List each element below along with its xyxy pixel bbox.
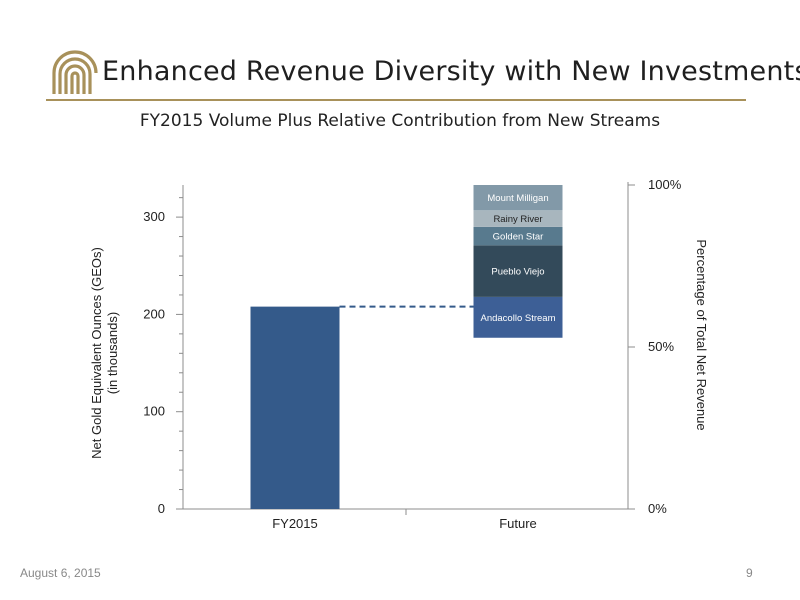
segment-label: Mount Milligan — [487, 193, 548, 204]
segment-label: Rainy River — [493, 214, 542, 225]
y-tick-label: 300 — [143, 209, 165, 224]
segment-label: Golden Star — [493, 232, 544, 243]
y2-tick-label: 0% — [648, 501, 667, 516]
y2-axis-label: Percentage of Total Net Revenue — [694, 239, 709, 430]
company-logo-icon — [52, 50, 98, 94]
title-divider — [46, 99, 746, 101]
y2-tick-label: 100% — [648, 177, 682, 192]
page-number: 9 — [746, 566, 753, 580]
bar-segment-mount-milligan — [473, 185, 563, 211]
segment-label: Andacollo Stream — [481, 313, 556, 324]
bar-segment-rainy-river — [473, 210, 563, 227]
bar-segment-andacollo-stream — [473, 296, 563, 338]
bar-fy2015 — [250, 306, 340, 509]
x-tick-label: Future — [499, 516, 537, 531]
bar-segment-golden-star — [473, 226, 563, 246]
chart-subtitle: FY2015 Volume Plus Relative Contribution… — [139, 111, 661, 131]
y-axis-label-line: Net Gold Equivalent Ounces (GEOs) — [89, 247, 104, 459]
y-axis-label-line: (in thousands) — [105, 312, 120, 394]
y-tick-label: 0 — [158, 501, 165, 516]
slide-title: Enhanced Revenue Diversity with New Inve… — [102, 56, 800, 87]
y-tick-label: 100 — [143, 404, 165, 419]
x-tick-label: FY2015 — [272, 516, 318, 531]
y2-tick-label: 50% — [648, 339, 674, 354]
footer-date: August 6, 2015 — [20, 566, 101, 580]
y-tick-label: 200 — [143, 306, 165, 321]
segment-label: Pueblo Viejo — [491, 267, 544, 278]
y-axis-label: Net Gold Equivalent Ounces (GEOs)(in tho… — [89, 247, 120, 459]
bar-segment-pueblo-viejo — [473, 245, 563, 297]
